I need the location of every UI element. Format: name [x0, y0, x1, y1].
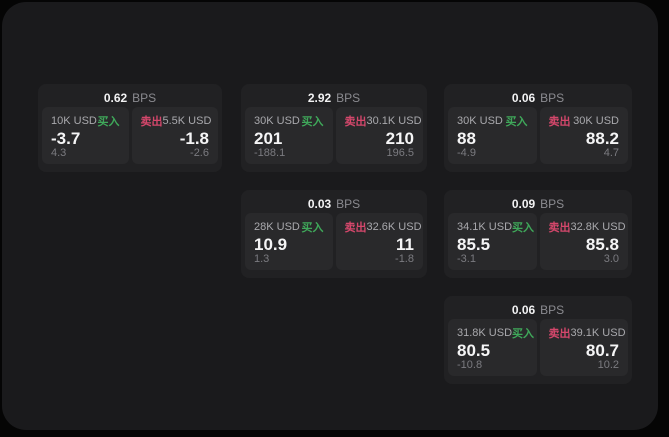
buy-delta: 4.3	[51, 147, 67, 159]
sell-price: -1.8	[179, 128, 209, 148]
sell-side-label: 卖出	[548, 222, 571, 234]
sell-size: 5.5K USD	[162, 115, 212, 127]
bps-header: 0.06 BPS	[448, 88, 628, 107]
buy-tile[interactable]: 31.8K USD 买入 80.5 -10.8	[448, 319, 537, 376]
quote-card: 0.06 BPS 30K USD 买入 88 -4.9 卖出 30K USD 8…	[444, 84, 632, 172]
bps-unit-label: BPS	[540, 196, 565, 211]
sell-price: 11	[396, 234, 414, 254]
sell-price: 210	[385, 128, 414, 148]
bps-header: 2.92 BPS	[245, 88, 423, 107]
bps-unit-label: BPS	[540, 302, 565, 317]
bps-header: 0.62 BPS	[42, 88, 218, 107]
sell-tile[interactable]: 卖出 30.1K USD 210 196.5	[335, 107, 423, 164]
sell-tile[interactable]: 卖出 32.8K USD 85.8 3.0	[539, 213, 628, 270]
buy-side-label: 买入	[301, 116, 324, 128]
bps-value: 0.03	[307, 196, 332, 211]
sell-size: 30K USD	[573, 115, 619, 127]
buy-size: 28K USD	[254, 221, 300, 233]
buy-side-label: 买入	[301, 222, 324, 234]
sell-size: 32.6K USD	[366, 221, 422, 233]
buy-tile[interactable]: 34.1K USD 买入 85.5 -3.1	[448, 213, 537, 270]
buy-price: 80.5	[457, 340, 491, 360]
sell-tile[interactable]: 卖出 32.6K USD 11 -1.8	[335, 213, 423, 270]
buy-price: 88	[457, 128, 476, 148]
bps-value: 0.62	[103, 90, 128, 105]
buy-size: 10K USD	[51, 115, 97, 127]
sell-delta: 10.2	[597, 359, 619, 371]
quotes-panel: 0.62 BPS 10K USD 买入 -3.7 4.3 卖出 5.5K USD…	[2, 2, 658, 430]
buy-delta: -10.8	[457, 359, 483, 371]
sell-delta: 3.0	[603, 253, 619, 265]
buy-delta: 1.3	[254, 253, 270, 265]
buy-size: 31.8K USD	[457, 327, 513, 339]
buy-side-label: 买入	[512, 328, 535, 340]
sell-delta: -2.6	[190, 147, 209, 159]
buy-price: 10.9	[254, 234, 288, 254]
sell-side-label: 卖出	[344, 116, 367, 128]
buy-side-label: 买入	[505, 116, 528, 128]
bps-unit-label: BPS	[540, 90, 565, 105]
buy-size: 30K USD	[457, 115, 503, 127]
buy-side-label: 买入	[97, 116, 120, 128]
sell-side-label: 卖出	[140, 116, 163, 128]
buy-delta: -188.1	[254, 147, 286, 159]
bps-header: 0.09 BPS	[448, 194, 628, 213]
buy-price: 85.5	[457, 234, 491, 254]
buy-tile[interactable]: 10K USD 买入 -3.7 4.3	[42, 107, 129, 164]
sell-price: 80.7	[585, 340, 619, 360]
sell-side-label: 卖出	[548, 328, 571, 340]
sell-delta: 196.5	[386, 147, 414, 159]
quote-card: 0.03 BPS 28K USD 买入 10.9 1.3 卖出 32.6K US…	[241, 190, 427, 278]
bps-value: 0.09	[511, 196, 536, 211]
sell-tile[interactable]: 卖出 39.1K USD 80.7 10.2	[539, 319, 628, 376]
quote-card: 2.92 BPS 30K USD 买入 201 -188.1 卖出 30.1K …	[241, 84, 427, 172]
sell-size: 30.1K USD	[366, 115, 422, 127]
buy-delta: -4.9	[457, 147, 476, 159]
buy-tile[interactable]: 30K USD 买入 88 -4.9	[448, 107, 537, 164]
quote-card: 0.06 BPS 31.8K USD 买入 80.5 -10.8 卖出 39.1…	[444, 296, 632, 384]
bps-unit-label: BPS	[336, 90, 361, 105]
bps-unit-label: BPS	[132, 90, 157, 105]
buy-tile[interactable]: 30K USD 买入 201 -188.1	[245, 107, 333, 164]
bps-header: 0.06 BPS	[448, 300, 628, 319]
buy-price: -3.7	[51, 128, 81, 148]
bps-value: 0.06	[511, 90, 536, 105]
sell-side-label: 卖出	[548, 116, 571, 128]
buy-side-label: 买入	[512, 222, 535, 234]
sell-delta: 4.7	[603, 147, 619, 159]
sell-delta: -1.8	[395, 253, 414, 265]
buy-size: 30K USD	[254, 115, 300, 127]
sell-size: 32.8K USD	[570, 221, 626, 233]
sell-tile[interactable]: 卖出 30K USD 88.2 4.7	[539, 107, 628, 164]
bps-value: 2.92	[307, 90, 332, 105]
sell-tile[interactable]: 卖出 5.5K USD -1.8 -2.6	[131, 107, 218, 164]
buy-size: 34.1K USD	[457, 221, 513, 233]
bps-header: 0.03 BPS	[245, 194, 423, 213]
buy-tile[interactable]: 28K USD 买入 10.9 1.3	[245, 213, 333, 270]
buy-price: 201	[254, 128, 283, 148]
sell-side-label: 卖出	[344, 222, 367, 234]
sell-size: 39.1K USD	[570, 327, 626, 339]
bps-unit-label: BPS	[336, 196, 361, 211]
sell-price: 88.2	[585, 128, 619, 148]
quote-card: 0.62 BPS 10K USD 买入 -3.7 4.3 卖出 5.5K USD…	[38, 84, 222, 172]
buy-delta: -3.1	[457, 253, 476, 265]
bps-value: 0.06	[511, 302, 536, 317]
quote-card: 0.09 BPS 34.1K USD 买入 85.5 -3.1 卖出 32.8K…	[444, 190, 632, 278]
sell-price: 85.8	[585, 234, 619, 254]
